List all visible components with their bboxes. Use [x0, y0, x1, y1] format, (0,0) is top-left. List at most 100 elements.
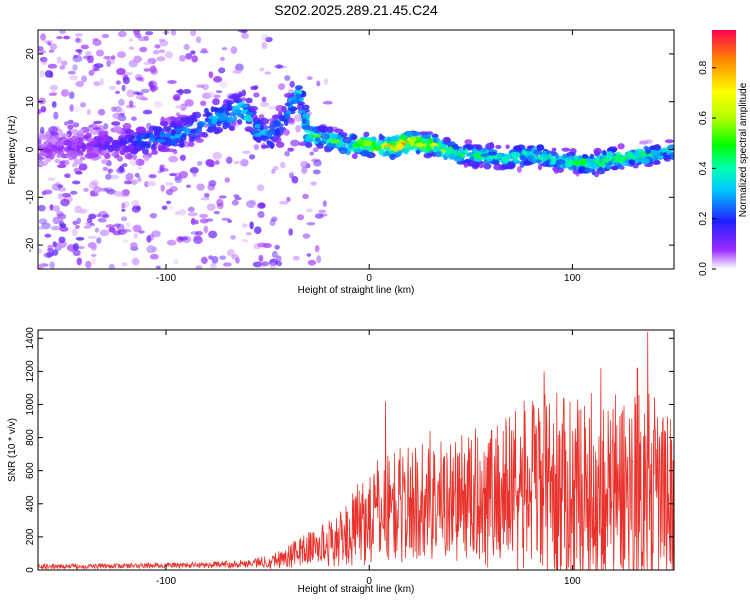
heatmap-cell	[257, 211, 265, 219]
heatmap-cell	[516, 166, 522, 173]
heatmap-cell	[475, 144, 483, 151]
heatmap-cell	[108, 263, 115, 269]
heatmap-cell	[192, 111, 202, 119]
snr-y-label: SNR (10 * v/v)	[7, 418, 18, 482]
heatmap-cell	[338, 147, 348, 155]
heatmap-cell	[295, 85, 303, 91]
heatmap-cell	[48, 49, 55, 54]
heatmap-cell	[149, 253, 159, 260]
heatmap-cell	[221, 47, 228, 51]
heatmap-cell	[66, 150, 76, 157]
heatmap-cell	[261, 96, 267, 103]
heatmap-cell	[598, 166, 604, 171]
heatmap-cell	[241, 89, 246, 97]
heatmap-cell	[231, 199, 239, 206]
heatmap-cell	[301, 166, 308, 174]
heatmap-cell	[536, 144, 544, 151]
heatmap-cell	[406, 137, 417, 142]
heatmap-cell	[237, 30, 247, 33]
heatmap-cell	[316, 80, 321, 87]
heatmap-cell	[73, 158, 83, 165]
heatmap-cell	[342, 136, 352, 144]
heatmap-cell	[58, 30, 66, 34]
heatmap-cell	[600, 157, 610, 164]
heatmap-cell	[495, 144, 502, 150]
heatmap-cell	[363, 140, 372, 147]
heatmap-cell	[166, 131, 171, 139]
heatmap-cell	[588, 161, 597, 169]
heatmap-cell	[572, 169, 580, 175]
heatmap-cell	[279, 200, 289, 205]
y-tick-label: 1200	[25, 360, 36, 383]
heatmap-cell	[121, 202, 126, 209]
heatmap-cell	[139, 46, 148, 53]
heatmap-cell	[114, 90, 121, 95]
heatmap-cell	[598, 162, 605, 168]
heatmap-cell	[115, 167, 126, 174]
heatmap-cell	[121, 84, 126, 92]
heatmap-cell	[556, 167, 565, 173]
heatmap-cell	[316, 143, 324, 149]
heatmap-cell	[634, 158, 642, 162]
heatmap-cell	[128, 38, 134, 42]
heatmap-cell	[119, 138, 128, 145]
heatmap-cell	[574, 159, 579, 167]
heatmap-cell	[253, 144, 260, 151]
heatmap-cell	[269, 262, 276, 269]
heatmap-cell	[170, 129, 176, 137]
heatmap-cell	[218, 67, 226, 74]
heatmap-cell	[233, 194, 240, 198]
heatmap-cell	[639, 140, 649, 145]
heatmap-cell	[52, 241, 58, 248]
heatmap-cell	[278, 114, 285, 122]
heatmap-cell	[131, 199, 140, 207]
heatmap-cell	[272, 166, 279, 171]
heatmap-cell	[464, 139, 473, 145]
heatmap-cell	[47, 41, 52, 46]
heatmap-cell	[200, 256, 208, 264]
heatmap-cell	[111, 151, 119, 157]
heatmap-cell	[409, 141, 415, 146]
heatmap-cell	[87, 145, 95, 150]
heatmap-cell	[250, 85, 258, 91]
y-tick-label: 0	[25, 567, 36, 573]
heatmap-cell	[195, 36, 202, 44]
heatmap-cell	[131, 257, 140, 266]
heatmap-cell	[378, 133, 384, 141]
heatmap-cell	[74, 33, 84, 37]
heatmap-cell	[206, 128, 214, 133]
heatmap-cell	[584, 167, 594, 173]
heatmap-cell	[118, 98, 125, 107]
colorbar-label: Normalized spectral amplitude	[738, 82, 749, 217]
heatmap-cell	[152, 49, 160, 55]
heatmap-cell	[91, 257, 96, 265]
heatmap-cell	[145, 143, 152, 149]
heatmap-cell	[664, 139, 674, 144]
heatmap-cell	[292, 255, 300, 261]
heatmap-cell	[454, 155, 463, 162]
heatmap-cell	[261, 261, 267, 267]
heatmap-cell	[259, 117, 270, 125]
heatmap-cell	[258, 254, 264, 262]
heatmap-cell	[142, 109, 153, 115]
y-tick-label: 20	[25, 48, 36, 60]
heatmap-cell	[519, 154, 526, 161]
heatmap-cell	[452, 143, 459, 150]
heatmap-cell	[196, 84, 205, 88]
heatmap-cell	[307, 259, 317, 266]
heatmap-cell	[511, 151, 521, 158]
heatmap-cell	[145, 31, 154, 36]
heatmap-cell	[97, 217, 107, 223]
colorbar-tick-label: 0.4	[698, 161, 709, 175]
heatmap-cell	[207, 183, 216, 191]
heatmap-cell	[259, 125, 264, 131]
colorbar-tick-label: 0.0	[698, 262, 709, 276]
heatmap-cell	[159, 120, 169, 127]
heatmap-cell	[187, 206, 195, 212]
heatmap-cell	[101, 159, 107, 165]
heatmap-cell	[89, 190, 96, 197]
heatmap-cell	[501, 156, 511, 163]
heatmap-cell	[57, 186, 67, 192]
heatmap-cell	[488, 151, 497, 156]
heatmap-cell	[178, 236, 189, 241]
